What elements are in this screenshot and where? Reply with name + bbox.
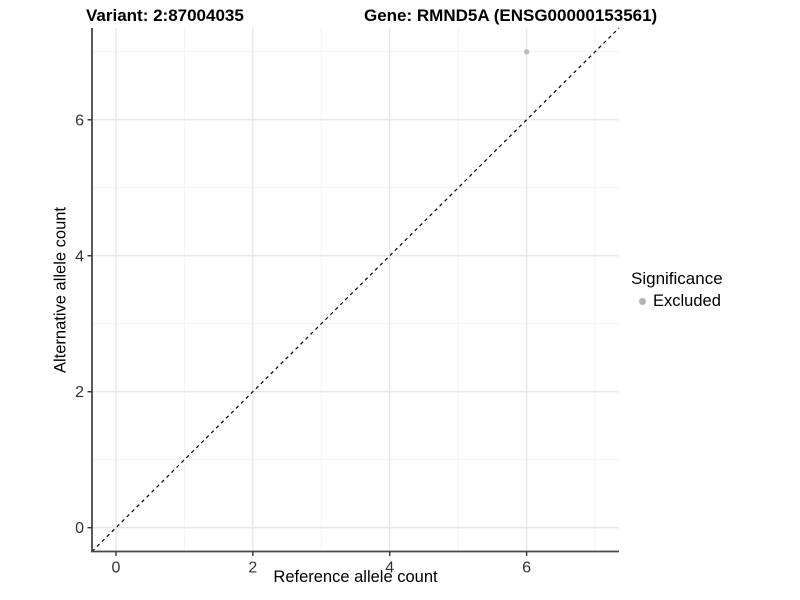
svg-text:4: 4: [385, 560, 394, 577]
gene-title: Gene: RMND5A (ENSG00000153561): [364, 6, 658, 25]
variant-title: Variant: 2:87004035: [86, 6, 244, 25]
legend-item-excluded: Excluded: [631, 291, 723, 311]
excluded-point-icon: [638, 297, 646, 305]
svg-text:4: 4: [75, 248, 84, 265]
svg-text:2: 2: [248, 560, 257, 577]
legend-title: Significance: [631, 269, 723, 288]
svg-text:0: 0: [75, 520, 84, 537]
svg-text:6: 6: [522, 560, 531, 577]
legend-item-label: Excluded: [653, 291, 721, 310]
svg-text:0: 0: [112, 560, 121, 577]
legend-key: [631, 291, 653, 311]
legend: Significance Excluded: [631, 269, 723, 311]
svg-text:6: 6: [75, 112, 84, 129]
x-axis-title: Reference allele count: [273, 568, 438, 586]
svg-text:2: 2: [75, 384, 84, 401]
y-axis-title: Alternative allele count: [51, 206, 70, 374]
